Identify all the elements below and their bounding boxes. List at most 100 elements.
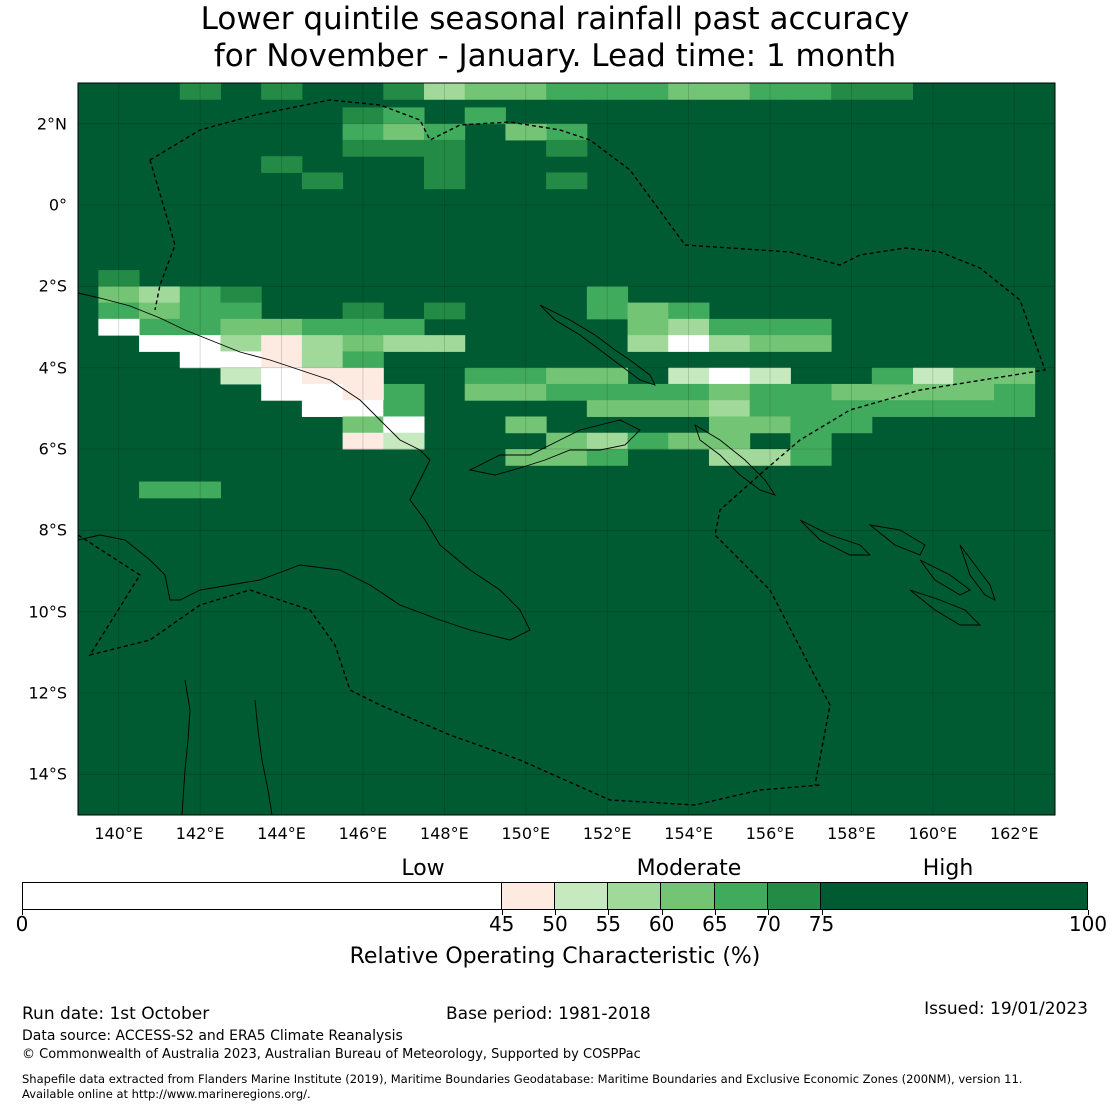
latitude-label: 4°S (38, 358, 67, 378)
colorbar-tick-mark (661, 910, 663, 915)
grid-cell (179, 335, 221, 352)
grid-cell (708, 318, 751, 336)
grid-cell (586, 286, 629, 304)
grid-cell (586, 383, 629, 401)
grid-cell (749, 335, 791, 352)
grid-cell (98, 270, 140, 287)
colorbar-tick-label: 50 (542, 912, 568, 936)
grid-cell (383, 139, 425, 157)
grid-cell (342, 123, 384, 141)
colorbar-tick-mark (608, 910, 610, 915)
longitude-label: 140°E (94, 824, 144, 843)
grid-cell (586, 432, 629, 450)
grid-cell (505, 416, 547, 434)
grid-cell (383, 335, 425, 352)
grid-cell (383, 107, 425, 125)
latitude-label: 14°S (28, 764, 67, 784)
grid-cell (749, 318, 791, 336)
copyright: © Commonwealth of Australia 2023, Austra… (22, 1047, 641, 1062)
grid-cell (383, 416, 425, 434)
grid-cell (179, 302, 221, 320)
grid-cell (464, 383, 506, 401)
grid-cell (342, 107, 384, 125)
grid-cell (668, 367, 710, 385)
grid-cell (383, 432, 425, 450)
colorbar-tick-mark (768, 910, 770, 915)
new-britain-coastline (468, 419, 641, 476)
colorbar-segment (820, 883, 1087, 909)
grid-cell (993, 400, 1036, 417)
colorbar-tick-mark (22, 910, 23, 915)
grid-cell (586, 83, 629, 100)
grid-cell (708, 416, 751, 434)
grid-cell (668, 383, 710, 401)
grid-cell (220, 286, 262, 304)
grid-cell (261, 156, 303, 173)
grid-cell (301, 383, 344, 401)
grid-cell (342, 318, 384, 336)
grid-cell (179, 481, 221, 499)
longitude-label: 144°E (257, 824, 306, 843)
longitude-label: 158°E (827, 824, 876, 843)
colorbar-segment (714, 883, 768, 909)
grid-cell (708, 400, 751, 417)
grid-cell (790, 318, 832, 336)
grid-cell (464, 367, 506, 385)
data-source: Data source: ACCESS-S2 and ERA5 Climate … (22, 1028, 403, 1044)
grid-cell (98, 302, 140, 320)
grid-cell (546, 432, 588, 450)
grid-cell (342, 383, 384, 401)
grid-cell (871, 383, 914, 401)
grid-cell (749, 83, 791, 100)
latitude-label: 2°N (36, 114, 67, 134)
grid-cell (220, 318, 262, 336)
grid-cell (383, 83, 425, 100)
grid-cell (708, 449, 751, 466)
map-title-line-1: Lower quintile seasonal rainfall past ac… (200, 1, 910, 37)
base-period: Base period: 1981-2018 (446, 1004, 651, 1024)
grid-cell (627, 432, 669, 450)
grid-cell (546, 83, 588, 100)
grid-cell (301, 400, 344, 417)
grid-cell (505, 449, 547, 466)
longitude-label: 146°E (338, 824, 388, 843)
longitude-label: 154°E (664, 824, 713, 843)
grid-cell (464, 107, 506, 125)
grid-cell (790, 335, 832, 352)
grid-cell (261, 367, 303, 385)
grid-cell (546, 139, 588, 157)
grid-cell (139, 286, 181, 304)
grid-cell (383, 123, 425, 141)
colorbar-tick-label: 100 (1068, 912, 1108, 936)
colorbar-segment (767, 883, 821, 909)
longitude-label: 142°E (175, 824, 225, 843)
grid-cell (708, 367, 751, 385)
grid-cell (912, 367, 954, 385)
grid-cell (98, 286, 140, 304)
latitude-label: 6°S (38, 439, 67, 459)
rainfall-accuracy-map (77, 82, 1056, 816)
grid-cell (627, 383, 669, 401)
grid-cell (424, 172, 466, 190)
grid-cell (546, 367, 588, 385)
map-title-line-2: for November - January. Lead time: 1 mon… (213, 38, 897, 74)
colorbar-tick-label: 45 (488, 912, 515, 936)
grid-cell (790, 400, 832, 417)
grid-cell (708, 383, 751, 401)
new-ireland-coastline (539, 304, 656, 386)
grid-cell (424, 83, 466, 100)
colorbar-tick-label: 60 (648, 912, 675, 936)
grid-cell (993, 383, 1036, 401)
grid-cell (261, 83, 303, 100)
colorbar-tick-mark (555, 910, 556, 915)
colorbar (22, 882, 1088, 910)
grid-cell (546, 172, 588, 190)
grid-cell (261, 351, 303, 369)
category-moderate-label: Moderate (636, 856, 742, 881)
longitude-label: 150°E (501, 824, 551, 843)
shapefile-credit-1: Shapefile data extracted from Flanders M… (22, 1072, 1023, 1086)
grid-cell (301, 351, 344, 369)
grid-cell (220, 335, 262, 352)
eez-boundary-north (149, 99, 1046, 786)
colorbar-segment (501, 883, 555, 909)
